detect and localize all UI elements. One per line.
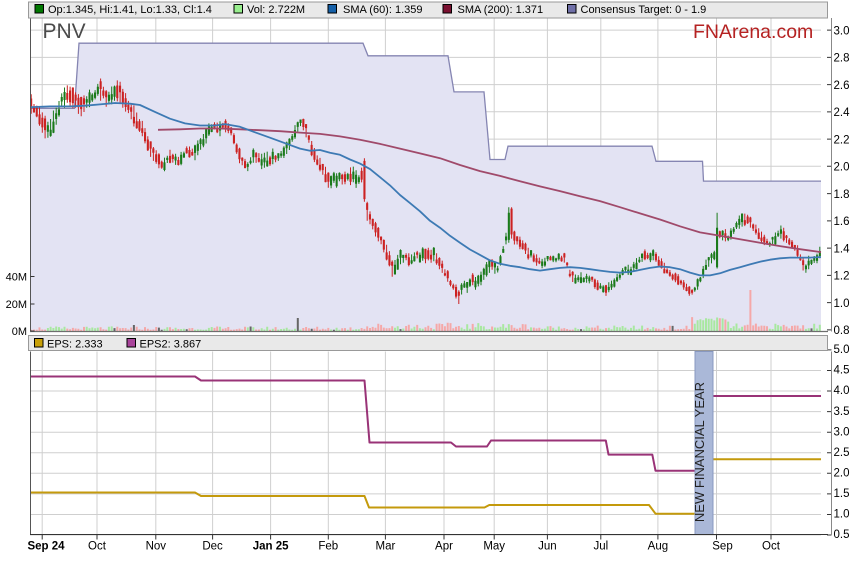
svg-text:Jan 25: Jan 25 xyxy=(253,541,289,553)
svg-text:1.2: 1.2 xyxy=(834,271,850,283)
svg-text:2.8: 2.8 xyxy=(834,53,850,65)
svg-text:FNArena.com: FNArena.com xyxy=(693,21,813,43)
svg-text:0.5: 0.5 xyxy=(834,529,850,541)
svg-text:SMA (60): 1.359: SMA (60): 1.359 xyxy=(343,4,423,16)
svg-text:Feb: Feb xyxy=(318,541,338,553)
svg-text:EPS2: 3.867: EPS2: 3.867 xyxy=(140,339,202,351)
svg-text:2.5: 2.5 xyxy=(834,447,850,459)
svg-text:Jun: Jun xyxy=(538,541,557,553)
svg-text:1.8: 1.8 xyxy=(834,189,850,201)
svg-text:5.0: 5.0 xyxy=(834,344,850,356)
svg-text:Vol: 2.722M: Vol: 2.722M xyxy=(247,4,305,16)
svg-text:2.0: 2.0 xyxy=(834,162,850,174)
svg-text:4.5: 4.5 xyxy=(834,365,850,377)
svg-text:Oct: Oct xyxy=(762,541,781,553)
svg-text:0M: 0M xyxy=(12,326,27,338)
svg-text:Sep: Sep xyxy=(712,541,732,553)
svg-text:Dec: Dec xyxy=(202,541,223,553)
svg-text:3.5: 3.5 xyxy=(834,406,850,418)
svg-text:4.0: 4.0 xyxy=(834,385,850,397)
svg-text:40M: 40M xyxy=(6,272,27,284)
svg-text:Aug: Aug xyxy=(648,541,668,553)
svg-text:1.5: 1.5 xyxy=(834,488,850,500)
svg-text:3.0: 3.0 xyxy=(834,25,850,37)
svg-text:2.0: 2.0 xyxy=(834,468,850,480)
svg-text:PNV: PNV xyxy=(43,20,86,43)
svg-text:NEW FINANCIAL YEAR: NEW FINANCIAL YEAR xyxy=(692,382,707,522)
svg-text:1.6: 1.6 xyxy=(834,216,850,228)
svg-text:3.0: 3.0 xyxy=(834,426,850,438)
svg-text:SMA (200): 1.371: SMA (200): 1.371 xyxy=(458,4,544,16)
svg-text:EPS: 2.333: EPS: 2.333 xyxy=(47,339,103,351)
svg-text:Consensus Target: 0 - 1.9: Consensus Target: 0 - 1.9 xyxy=(581,4,707,16)
svg-text:2.2: 2.2 xyxy=(834,134,850,146)
svg-text:2.4: 2.4 xyxy=(834,107,851,119)
svg-text:1.0: 1.0 xyxy=(834,298,850,310)
svg-text:1.4: 1.4 xyxy=(834,243,851,255)
svg-text:0.8: 0.8 xyxy=(834,325,850,337)
svg-text:Oct: Oct xyxy=(88,541,107,553)
svg-text:Jul: Jul xyxy=(593,541,608,553)
svg-text:Op:1.345, Hi:1.41, Lo:1.33, Cl: Op:1.345, Hi:1.41, Lo:1.33, Cl:1.4 xyxy=(48,4,212,16)
svg-text:Sep 24: Sep 24 xyxy=(27,541,65,553)
svg-text:May: May xyxy=(483,541,505,553)
svg-text:1.0: 1.0 xyxy=(834,509,850,521)
svg-text:Mar: Mar xyxy=(375,541,395,553)
svg-text:2.6: 2.6 xyxy=(834,80,850,92)
svg-text:20M: 20M xyxy=(6,299,27,311)
svg-text:Apr: Apr xyxy=(435,541,453,553)
svg-text:Nov: Nov xyxy=(146,541,167,553)
